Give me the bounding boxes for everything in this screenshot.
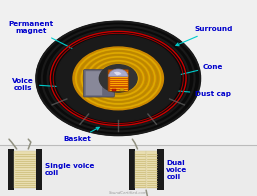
Text: Basket: Basket [63,127,99,142]
Text: Cone: Cone [168,64,224,78]
FancyBboxPatch shape [108,70,128,91]
Bar [8,149,14,190]
Bar [14,151,36,188]
Bar [112,89,116,91]
Bar [120,89,124,91]
FancyBboxPatch shape [85,71,102,96]
Ellipse shape [99,65,137,92]
Bar [0,145,257,196]
Ellipse shape [36,22,200,135]
Bar [135,151,146,188]
Bar [128,149,135,190]
Text: Permanent
magnet: Permanent magnet [8,21,81,53]
FancyBboxPatch shape [84,70,114,97]
Bar [157,149,164,190]
Wedge shape [114,72,122,75]
Bar [36,149,42,190]
Text: Single voice
coil: Single voice coil [45,163,94,176]
Text: Dual
voice
coil: Dual voice coil [166,160,188,180]
Text: Voice
coils: Voice coils [12,78,81,91]
Text: SoundCertified.com: SoundCertified.com [109,191,148,195]
Text: Dust cap: Dust cap [151,87,231,97]
Wedge shape [108,69,128,76]
Ellipse shape [73,47,163,110]
Bar [146,151,157,188]
Ellipse shape [76,49,161,108]
Text: Surround: Surround [176,26,233,46]
Ellipse shape [56,35,180,122]
